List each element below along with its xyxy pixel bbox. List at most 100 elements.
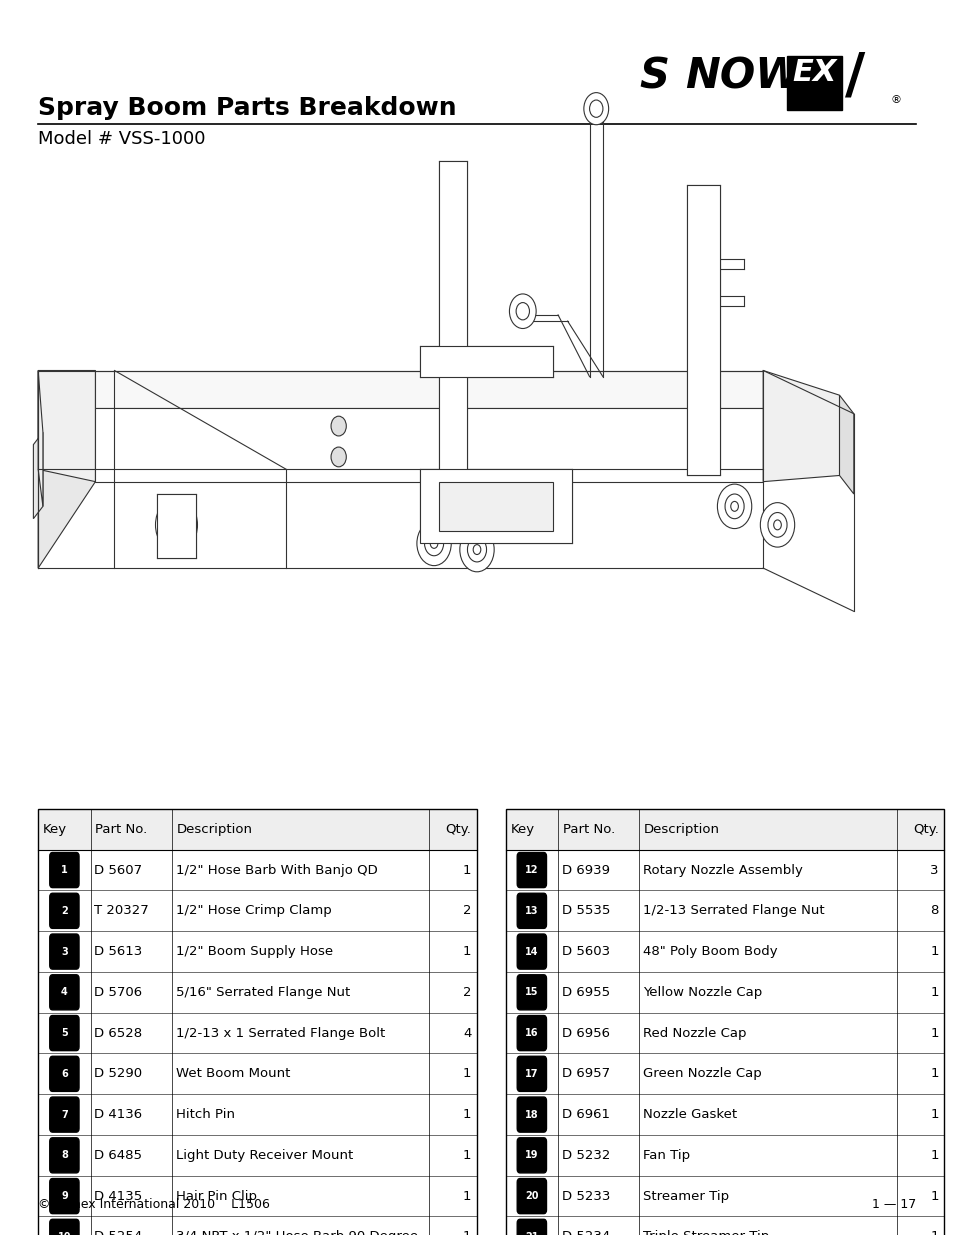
- Polygon shape: [419, 346, 553, 377]
- Text: /: /: [844, 49, 864, 104]
- FancyBboxPatch shape: [517, 1137, 546, 1173]
- FancyBboxPatch shape: [517, 1219, 546, 1235]
- Circle shape: [441, 380, 455, 398]
- Polygon shape: [157, 494, 195, 558]
- Text: 1: 1: [929, 945, 938, 958]
- Polygon shape: [62, 395, 353, 426]
- Text: 1: 1: [462, 1149, 471, 1162]
- FancyBboxPatch shape: [50, 1015, 79, 1051]
- Text: 1: 1: [462, 1189, 471, 1203]
- Circle shape: [760, 503, 794, 547]
- Text: 10: 10: [57, 1231, 71, 1235]
- Text: 20: 20: [524, 1191, 538, 1202]
- Bar: [786, 56, 841, 110]
- Circle shape: [443, 284, 462, 309]
- Text: Light Duty Receiver Mount: Light Duty Receiver Mount: [175, 1149, 353, 1162]
- Text: D 5607: D 5607: [94, 863, 142, 877]
- FancyBboxPatch shape: [50, 974, 79, 1010]
- FancyBboxPatch shape: [517, 1097, 546, 1132]
- Text: D 5254: D 5254: [94, 1230, 143, 1235]
- Text: 2: 2: [61, 905, 68, 916]
- FancyBboxPatch shape: [50, 1056, 79, 1092]
- FancyBboxPatch shape: [50, 893, 79, 929]
- Circle shape: [717, 484, 751, 529]
- Text: 1/2" Hose Crimp Clamp: 1/2" Hose Crimp Clamp: [175, 904, 331, 918]
- Text: 1/2" Boom Supply Hose: 1/2" Boom Supply Hose: [175, 945, 333, 958]
- FancyBboxPatch shape: [50, 852, 79, 888]
- Text: D 5290: D 5290: [94, 1067, 142, 1081]
- Text: 1: 1: [929, 1026, 938, 1040]
- Text: 8: 8: [929, 904, 938, 918]
- Text: 1: 1: [929, 1108, 938, 1121]
- Bar: [505, 809, 943, 1235]
- Text: 1: 1: [61, 864, 68, 876]
- Text: 5/16" Serrated Flange Nut: 5/16" Serrated Flange Nut: [175, 986, 350, 999]
- Text: 12: 12: [524, 864, 538, 876]
- Text: Rotary Nozzle Assembly: Rotary Nozzle Assembly: [642, 863, 802, 877]
- Text: 1: 1: [929, 1149, 938, 1162]
- Text: Hair Pin Clip: Hair Pin Clip: [175, 1189, 256, 1203]
- FancyBboxPatch shape: [517, 1178, 546, 1214]
- Polygon shape: [419, 469, 572, 543]
- Text: 5: 5: [61, 1028, 68, 1039]
- Text: Key: Key: [510, 823, 534, 836]
- Text: D 6528: D 6528: [94, 1026, 142, 1040]
- Text: Qty.: Qty.: [445, 823, 471, 836]
- Text: 48" Poly Boom Body: 48" Poly Boom Body: [642, 945, 777, 958]
- FancyBboxPatch shape: [517, 974, 546, 1010]
- Text: D 5234: D 5234: [561, 1230, 610, 1235]
- Text: Yellow Nozzle Cap: Yellow Nozzle Cap: [642, 986, 761, 999]
- Text: D 4136: D 4136: [94, 1108, 142, 1121]
- Text: EX: EX: [792, 58, 836, 86]
- Text: D 4135: D 4135: [94, 1189, 143, 1203]
- Text: D 6955: D 6955: [561, 986, 609, 999]
- Text: Fan Tip: Fan Tip: [642, 1149, 689, 1162]
- Polygon shape: [839, 395, 853, 494]
- Text: 18: 18: [524, 1109, 538, 1120]
- Circle shape: [459, 527, 494, 572]
- Polygon shape: [62, 395, 353, 426]
- Text: 15: 15: [524, 987, 538, 998]
- Text: Description: Description: [176, 823, 253, 836]
- FancyBboxPatch shape: [50, 1219, 79, 1235]
- FancyBboxPatch shape: [517, 1056, 546, 1092]
- Text: Part No.: Part No.: [562, 823, 615, 836]
- Text: Hitch Pin: Hitch Pin: [175, 1108, 234, 1121]
- Text: Red Nozzle Cap: Red Nozzle Cap: [642, 1026, 745, 1040]
- Text: NOW: NOW: [684, 56, 801, 98]
- Text: 19: 19: [524, 1150, 538, 1161]
- Text: 1: 1: [929, 986, 938, 999]
- Text: D 6957: D 6957: [561, 1067, 609, 1081]
- Bar: [38, 809, 476, 1235]
- Circle shape: [583, 93, 608, 125]
- Text: 3/4 NPT x 1/2" Hose Barb 90 Degree: 3/4 NPT x 1/2" Hose Barb 90 Degree: [175, 1230, 417, 1235]
- Polygon shape: [33, 432, 43, 519]
- FancyBboxPatch shape: [50, 1097, 79, 1132]
- Text: 3: 3: [61, 946, 68, 957]
- FancyBboxPatch shape: [50, 934, 79, 969]
- Text: T 20327: T 20327: [94, 904, 149, 918]
- Text: 1: 1: [462, 863, 471, 877]
- Text: 1: 1: [462, 1230, 471, 1235]
- Text: Part No.: Part No.: [95, 823, 148, 836]
- Text: D 5603: D 5603: [561, 945, 609, 958]
- Text: Spray Boom Parts Breakdown: Spray Boom Parts Breakdown: [38, 96, 456, 120]
- Polygon shape: [438, 482, 553, 531]
- Polygon shape: [762, 370, 839, 482]
- Polygon shape: [686, 185, 720, 475]
- Text: 17: 17: [524, 1068, 538, 1079]
- FancyBboxPatch shape: [517, 1015, 546, 1051]
- Text: Triple Streamer Tip: Triple Streamer Tip: [642, 1230, 768, 1235]
- Text: S: S: [639, 56, 668, 98]
- Text: Model # VSS-1000: Model # VSS-1000: [38, 130, 206, 148]
- Text: 7: 7: [61, 1109, 68, 1120]
- Text: Streamer Tip: Streamer Tip: [642, 1189, 728, 1203]
- Text: D 6961: D 6961: [561, 1108, 609, 1121]
- Polygon shape: [95, 370, 762, 408]
- Text: 14: 14: [524, 946, 538, 957]
- Text: 16: 16: [524, 1028, 538, 1039]
- FancyBboxPatch shape: [517, 934, 546, 969]
- Text: 1: 1: [462, 945, 471, 958]
- FancyBboxPatch shape: [50, 1137, 79, 1173]
- Text: Description: Description: [643, 823, 720, 836]
